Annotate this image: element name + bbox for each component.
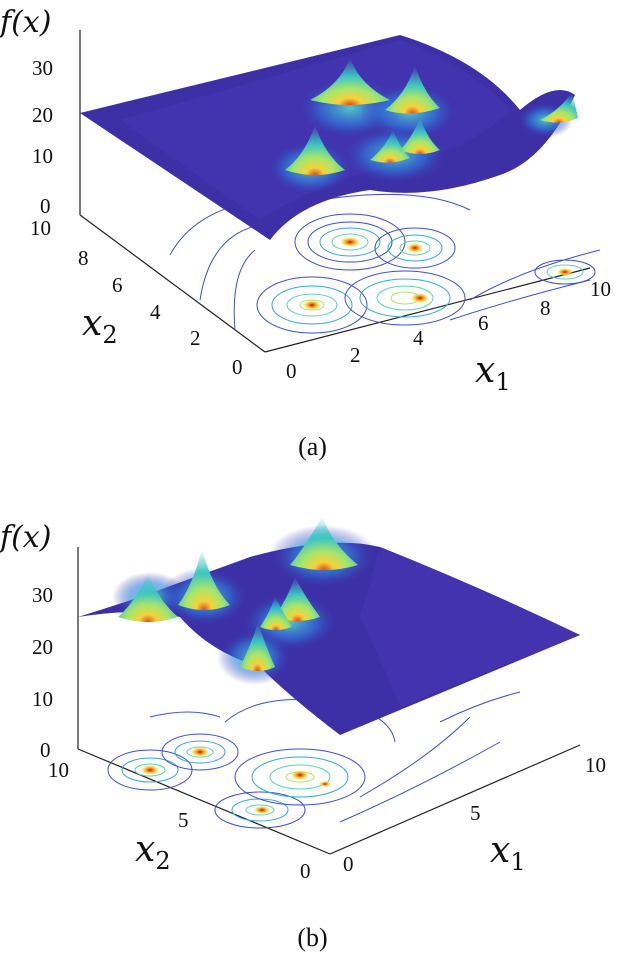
- contour-peaks-a: [303, 237, 573, 310]
- x2-tick-label: 5: [178, 808, 189, 832]
- x2-axis-label-b: x2: [135, 829, 171, 875]
- x1-tick-label: 0: [343, 852, 354, 876]
- x2-axis-a: [79, 214, 266, 353]
- x2-ticks-b: 0 5 10: [48, 758, 311, 883]
- x1-axis-label-b: x1: [490, 830, 526, 876]
- z-tick-label: 20: [32, 103, 53, 127]
- surface-plot-a: 0 10 20 30 0 2 4 6 8 10 0 2 4 6 8 10 f(x…: [0, 5, 611, 461]
- surface-plot-b: 0 10 20 30 0 5 10 0 5 10 f(x) x2 x1 (b): [0, 477, 625, 954]
- x2-ticks-a: 0 2 4 6 8 10: [30, 216, 243, 379]
- x2-tick-label: 0: [232, 355, 243, 379]
- x2-tick-label: 2: [190, 326, 201, 350]
- z-tick-label: 30: [32, 583, 53, 607]
- z-tick-label: 30: [32, 56, 53, 80]
- x1-tick-label: 5: [470, 801, 481, 825]
- x1-axis-b: [329, 744, 581, 855]
- x2-tick-label: 4: [150, 300, 161, 324]
- caption-b: (b): [297, 923, 328, 952]
- x1-tick-label: 2: [350, 343, 361, 367]
- z-tick-label: 20: [32, 635, 53, 659]
- z-axis-label-b: f(x): [0, 520, 51, 555]
- x1-axis-label-a: x1: [475, 350, 511, 396]
- x2-tick-label: 8: [78, 246, 89, 270]
- x1-ticks-a: 0 2 4 6 8 10: [286, 277, 611, 383]
- surface-plot-a-svg: 0 10 20 30 0 2 4 6 8 10 0 2 4 6 8 10 f(x…: [0, 5, 611, 396]
- z-ticks-a: 0 10 20 30: [32, 56, 53, 218]
- x1-ticks-b: 0 5 10: [343, 753, 606, 876]
- surface-plot-b-svg: 0 10 20 30 0 5 10 0 5 10 f(x) x2 x1: [0, 517, 606, 883]
- x1-axis-a: [264, 267, 591, 353]
- x2-axis-label-a: x2: [82, 303, 118, 349]
- surface-a: [80, 35, 578, 240]
- contour-plane-b: [107, 691, 521, 829]
- x2-tick-label: 10: [30, 216, 51, 240]
- x1-tick-label: 6: [478, 311, 489, 335]
- z-tick-label: 10: [32, 144, 53, 168]
- contour-plane-a: [169, 193, 601, 334]
- x2-tick-label: 6: [112, 273, 123, 297]
- x1-tick-label: 4: [413, 326, 424, 350]
- x2-axis-b: [77, 748, 331, 855]
- x1-tick-label: 0: [286, 359, 297, 383]
- x2-tick-label: 10: [48, 758, 69, 782]
- z-ticks-b: 0 10 20 30: [32, 583, 53, 762]
- z-tick-label: 0: [40, 738, 51, 762]
- surface-b: [78, 517, 580, 735]
- caption-a: (a): [298, 432, 327, 461]
- z-tick-label: 0: [40, 194, 51, 218]
- x2-tick-label: 0: [300, 859, 311, 883]
- z-axis-label-a: f(x): [0, 5, 51, 40]
- x1-tick-label: 8: [540, 296, 551, 320]
- contour-peaks-b: [141, 747, 331, 814]
- z-tick-label: 10: [32, 687, 53, 711]
- x1-tick-label: 10: [590, 277, 611, 301]
- x1-tick-label: 10: [585, 753, 606, 777]
